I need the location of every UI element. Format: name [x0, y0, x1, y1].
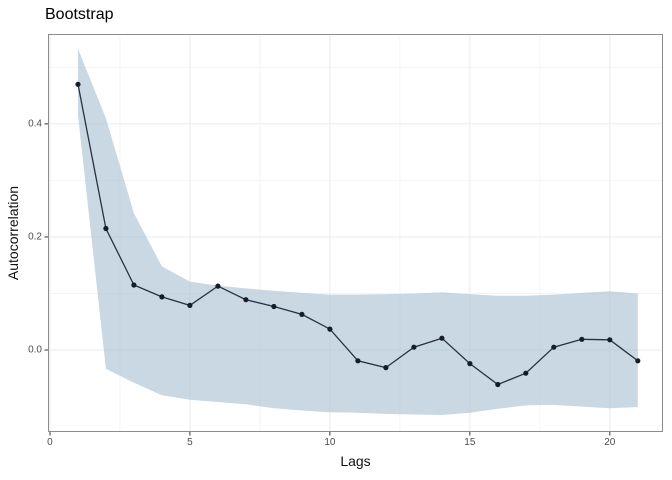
acf-point [131, 282, 137, 288]
acf-point [159, 294, 165, 300]
acf-point [75, 81, 81, 87]
panel-border [48, 34, 663, 432]
bootstrap-confidence-ribbon [78, 48, 638, 415]
acf-point [551, 344, 557, 350]
acf-point [271, 303, 277, 310]
plot-title: Bootstrap [45, 6, 114, 23]
y-tick-label: 0.0 [28, 344, 42, 356]
acf-point [439, 335, 445, 341]
x-axis-title: Lags [340, 453, 371, 469]
acf-point [579, 336, 585, 342]
x-tick-label: 20 [604, 437, 616, 448]
x-tick-label: 5 [187, 437, 193, 448]
acf-point [411, 344, 417, 350]
x-tick-label: 10 [324, 437, 336, 448]
acf-point [187, 302, 193, 308]
acf-point [523, 370, 529, 376]
acf-point [243, 297, 249, 303]
y-tick-label: 0.4 [28, 118, 42, 130]
y-tick-label: 0.2 [28, 231, 42, 243]
acf-point [355, 358, 361, 364]
acf-point [607, 337, 613, 343]
acf-point [299, 311, 305, 317]
x-tick-label: 0 [47, 437, 53, 448]
acf-point [495, 381, 501, 388]
acf-point [383, 365, 389, 371]
y-axis-title: Autocorrelation [5, 185, 21, 281]
acf-point [327, 326, 333, 332]
x-tick-label: 15 [464, 437, 476, 448]
acf-point [467, 361, 473, 367]
acf-point [215, 283, 221, 289]
acf-point [635, 358, 641, 364]
acf-point [103, 225, 109, 232]
